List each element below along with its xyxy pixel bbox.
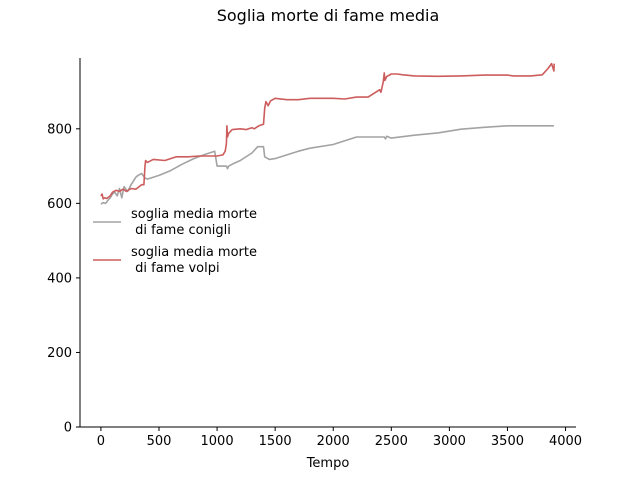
y-tick-label: 200 xyxy=(47,346,72,361)
x-tick-label: 1500 xyxy=(259,434,292,449)
x-tick-label: 3500 xyxy=(491,434,524,449)
x-tick-label: 3000 xyxy=(433,434,466,449)
x-tick-label: 0 xyxy=(97,434,105,449)
plot-lines xyxy=(100,62,555,205)
x-tick-label: 2500 xyxy=(375,434,408,449)
legend-label: soglia media morte di fame volpi xyxy=(131,245,257,276)
x-tick-label: 1000 xyxy=(201,434,234,449)
series-line-volpi xyxy=(100,62,555,200)
x-tick-label: 500 xyxy=(147,434,172,449)
y-tick-label: 400 xyxy=(47,271,72,286)
x-tick-label: 2000 xyxy=(317,434,350,449)
y-ticks: 0 200 400 600 800 xyxy=(47,122,80,436)
x-tick-label: 4000 xyxy=(549,434,582,449)
y-tick-label: 600 xyxy=(47,197,72,212)
x-axis-label: Tempo xyxy=(306,456,350,471)
x-ticks: 0 500 1000 1500 2000 2500 3000 3500 4000 xyxy=(97,427,582,449)
legend: soglia media morte di fame conigli soglia… xyxy=(93,207,257,276)
y-tick-label: 800 xyxy=(47,122,72,137)
y-tick-label: 0 xyxy=(64,421,72,436)
legend-label: soglia media morte di fame conigli xyxy=(131,207,257,238)
chart-title: Soglia morte di fame media xyxy=(217,6,440,25)
series-line-conigli xyxy=(100,125,554,205)
